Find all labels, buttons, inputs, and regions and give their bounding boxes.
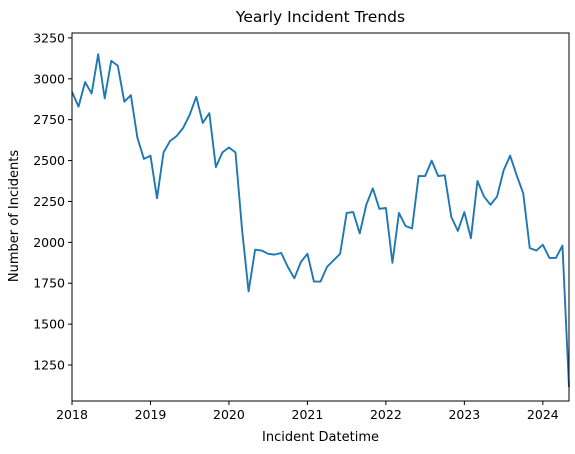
plot-area [71, 53, 570, 388]
x-tick-label: 2022 [370, 407, 402, 422]
y-tick-label: 3000 [33, 71, 65, 86]
x-tick-label: 2018 [56, 407, 88, 422]
y-tick-label: 2750 [33, 112, 65, 127]
y-tick-label: 2500 [33, 153, 65, 168]
y-tick-label: 2250 [33, 194, 65, 209]
y-tick-label: 2000 [33, 235, 65, 250]
y-tick-label: 1750 [33, 276, 65, 291]
y-tick-label: 3250 [33, 30, 65, 45]
y-axis: 1250 1500 1750 2000 2250 2500 2750 3000 3250 [33, 30, 72, 373]
y-tick-label: 1250 [33, 358, 65, 373]
chart-title: Yearly Incident Trends [235, 8, 405, 26]
series-line [71, 53, 570, 388]
x-axis: 2018 2019 2020 2021 2022 2023 2024 [56, 401, 559, 422]
x-axis-label: Incident Datetime [262, 430, 379, 445]
x-tick-label: 2021 [292, 407, 324, 422]
y-tick-label: 1500 [33, 317, 65, 332]
x-tick-label: 2020 [213, 407, 245, 422]
x-tick-label: 2023 [448, 407, 480, 422]
y-axis-label: Number of Incidents [7, 150, 22, 282]
x-tick-label: 2019 [135, 407, 167, 422]
x-tick-label: 2024 [527, 407, 559, 422]
plot-frame [71, 32, 570, 402]
